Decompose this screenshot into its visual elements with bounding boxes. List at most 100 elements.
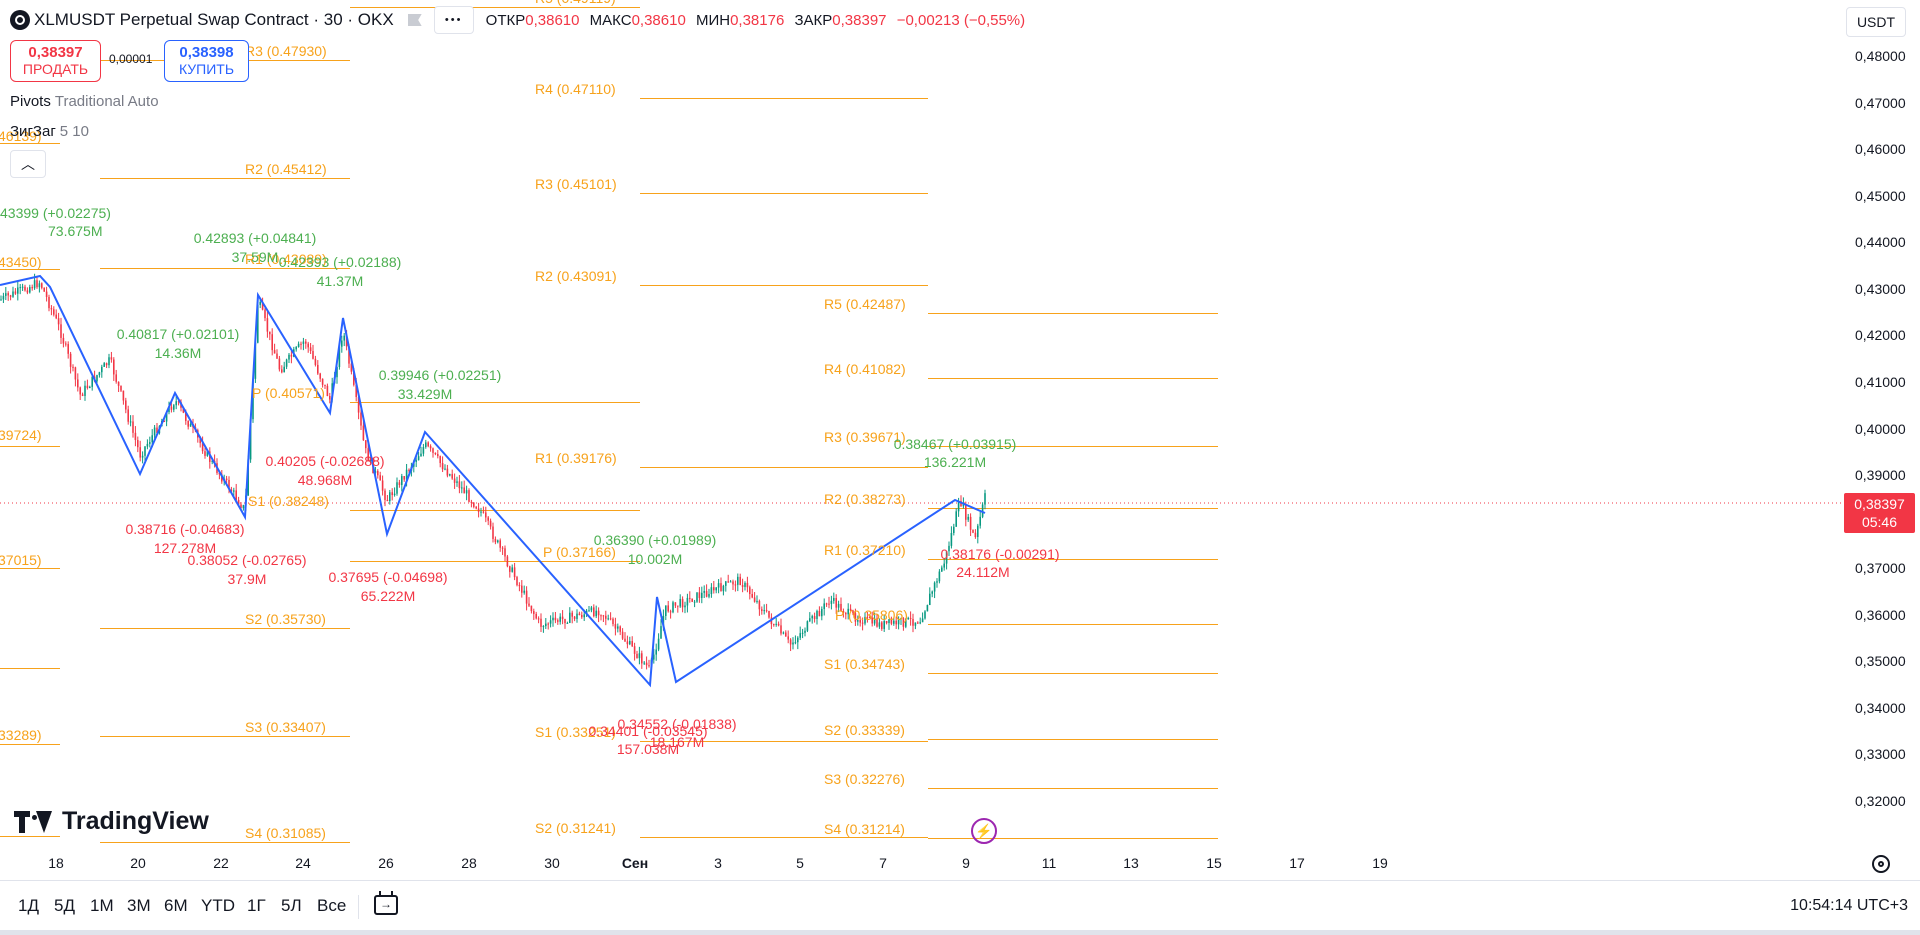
sell-button[interactable]: 0,38397 ПРОДАТЬ — [10, 40, 101, 82]
symbol-title[interactable]: XLMUSDT Perpetual Swap Contract · 30 · O… — [34, 10, 394, 29]
indicator-params: Traditional Auto — [54, 93, 159, 110]
candle-body — [888, 619, 890, 624]
indicator-zigzag[interactable]: ЗигЗаг 5 10 — [10, 123, 89, 140]
more-options-icon[interactable]: ••• — [433, 6, 474, 34]
candle-body — [600, 615, 602, 617]
candle-body — [643, 662, 645, 664]
lightning-icon[interactable]: ⚡ — [971, 818, 997, 844]
candle-body — [708, 594, 710, 597]
candle-body — [175, 401, 177, 406]
currency-selector[interactable]: USDT — [1846, 7, 1906, 37]
candle-body — [936, 581, 938, 583]
candle-body — [552, 617, 554, 621]
candle-body — [571, 612, 573, 617]
pivot-label: S4 (0.31085) — [245, 825, 326, 841]
pivot-label: P (0.35806) — [835, 607, 908, 623]
zigzag-volume-label: 127.278M — [154, 540, 216, 556]
zigzag-price-label: 0.38716 (-0.04683) — [125, 521, 244, 537]
price-axis[interactable]: 0,48000 0,47000 0,46000 0,45000 0,44000 0,430… — [1845, 0, 1920, 850]
candle-body — [583, 614, 585, 618]
candle-body — [233, 490, 235, 492]
candle-body — [434, 452, 437, 455]
candle-body — [295, 346, 297, 350]
candle-body — [7, 293, 9, 296]
candle-body — [307, 343, 309, 348]
candle-body — [417, 456, 420, 461]
change-value: −0,00213 (−0,55%) — [896, 11, 1026, 29]
axis-settings-icon[interactable] — [1872, 855, 1890, 873]
buy-button[interactable]: 0,38398 КУПИТЬ — [164, 40, 249, 82]
candle-body — [314, 358, 317, 365]
candle-body — [837, 603, 840, 608]
range-1d-button[interactable]: 1Д — [18, 896, 39, 915]
candle-body — [305, 341, 307, 344]
range-all-button[interactable]: Все — [317, 896, 347, 915]
candle-body — [974, 532, 977, 538]
candle-body — [739, 576, 741, 586]
low-label: МИН — [695, 11, 731, 29]
pivot-label: R4 (0.41082) — [824, 361, 906, 377]
bottom-toolbar: 1Д 5Д 1М 3М 6М YTD 1Г 5Л Все 10:54:14 UT… — [0, 880, 1920, 933]
chevron-up-icon: ︿ — [21, 156, 35, 172]
candle-body — [972, 529, 974, 533]
candle-body — [705, 591, 708, 597]
candle-body — [957, 500, 960, 512]
range-3m-button[interactable]: 3М — [127, 896, 151, 915]
candle-body — [259, 302, 261, 305]
candle-body — [667, 605, 669, 612]
pivot-label: 33289) — [0, 727, 42, 743]
flag-icon[interactable] — [407, 14, 422, 26]
candle-body — [134, 432, 137, 441]
candle-body — [660, 626, 662, 639]
candle-body — [513, 567, 516, 578]
high-value: 0,38610 — [631, 11, 686, 29]
clock[interactable]: 10:54:14 UTC+3 — [1790, 897, 1908, 914]
candle-body — [98, 372, 101, 376]
candle-body — [530, 605, 533, 612]
candle-body — [290, 354, 293, 357]
candle-body — [955, 511, 957, 527]
candle-body — [326, 385, 329, 397]
range-1m-button[interactable]: 1М — [90, 896, 114, 915]
time-tick: 7 — [879, 855, 887, 871]
indicator-pivots[interactable]: Pivots Traditional Auto — [10, 93, 159, 110]
candle-body — [871, 617, 873, 624]
candle-body — [113, 359, 115, 375]
range-6m-button[interactable]: 6М — [164, 896, 188, 915]
candle-body — [751, 594, 753, 598]
candle-body — [408, 469, 410, 471]
candle-body — [86, 385, 89, 388]
candle-body — [432, 448, 434, 453]
candle-body — [398, 482, 401, 486]
candle-body — [62, 337, 65, 344]
calendar-goto-icon[interactable] — [374, 891, 398, 915]
candle-body — [91, 376, 93, 387]
candle-body — [321, 378, 324, 385]
candle-body — [127, 409, 129, 422]
candle-body — [684, 605, 686, 608]
chart-area[interactable]: R5 (0.49119) R3 (0.47930) R4 (0.47110) R2 (… — [0, 0, 1845, 850]
candle-body — [698, 592, 701, 598]
candle-body — [336, 366, 338, 378]
range-1y-button[interactable]: 1Г — [247, 896, 266, 915]
candle-body — [866, 616, 869, 618]
zigzag-price-label: 0.38176 (-0.00291) — [940, 546, 1059, 562]
candle-body — [278, 358, 281, 370]
collapse-indicators-button[interactable]: ︿ — [10, 150, 46, 178]
candle-body — [139, 447, 141, 458]
range-ytd-button[interactable]: YTD — [201, 896, 235, 915]
candle-body — [768, 610, 770, 618]
candle-body — [153, 427, 156, 436]
range-5y-button[interactable]: 5Л — [281, 896, 302, 915]
candle-body — [713, 587, 715, 591]
tradingview-logo[interactable]: TradingView — [14, 807, 209, 836]
candle-body — [285, 359, 288, 367]
candle-body — [945, 551, 948, 564]
price-chart[interactable]: R5 (0.49119) R3 (0.47930) R4 (0.47110) R2 (… — [0, 0, 1845, 850]
close-value: 0,38397 — [832, 11, 887, 29]
candle-body — [763, 610, 765, 612]
candle-body — [943, 563, 945, 568]
pivot-label: S2 (0.33339) — [824, 722, 905, 738]
range-5d-button[interactable]: 5Д — [54, 896, 75, 915]
zigzag-volume-label: 37.59M — [232, 249, 279, 265]
